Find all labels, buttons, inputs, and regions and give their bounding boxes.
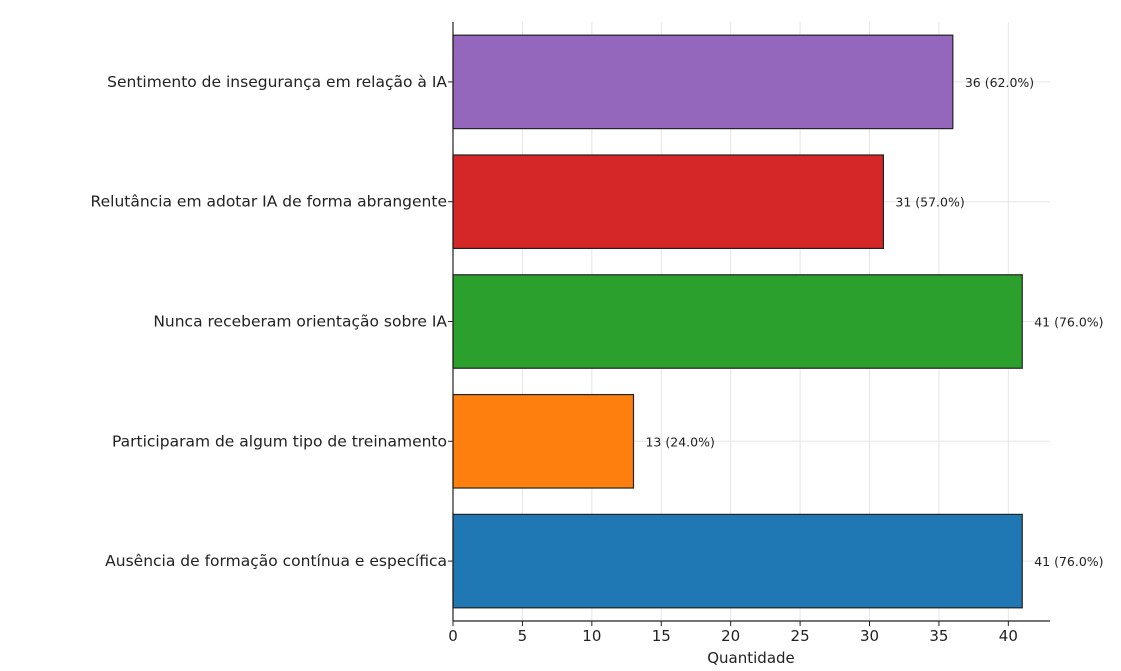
category-label: Relutância em adotar IA de forma abrange… [91, 193, 447, 211]
x-tick-label: 35 [929, 627, 948, 645]
bar [452, 34, 954, 130]
x-tick-label: 30 [860, 627, 879, 645]
bar [452, 393, 635, 489]
bar [452, 513, 1023, 609]
x-tick-label: 40 [999, 627, 1018, 645]
value-label: 31 (57.0%) [895, 195, 964, 210]
bar [452, 154, 884, 250]
x-tick-label: 10 [582, 627, 601, 645]
x-tick-label: 0 [448, 627, 458, 645]
x-tick-label: 20 [721, 627, 740, 645]
labels: 0 5 10 15 20 25 30 35 40 Sentimento de inseguranç… [91, 73, 1104, 645]
value-label: 41 (76.0%) [1034, 554, 1103, 569]
bars [452, 34, 1023, 609]
x-tick-label: 25 [791, 627, 810, 645]
category-label: Participaram de algum tipo de treinament… [112, 432, 447, 450]
category-label: Sentimento de insegurança em relação à I… [107, 73, 447, 91]
value-label: 41 (76.0%) [1034, 315, 1103, 330]
x-axis-title: Quantidade [707, 649, 795, 667]
value-label: 13 (24.0%) [645, 434, 714, 449]
category-label: Nunca receberam orientação sobre IA [153, 313, 447, 331]
value-label: 36 (62.0%) [965, 75, 1034, 90]
x-tick-label: 5 [518, 627, 528, 645]
category-label: Ausência de formação contínua e específi… [105, 552, 447, 570]
x-tick-label: 15 [652, 627, 671, 645]
bar [452, 274, 1023, 369]
